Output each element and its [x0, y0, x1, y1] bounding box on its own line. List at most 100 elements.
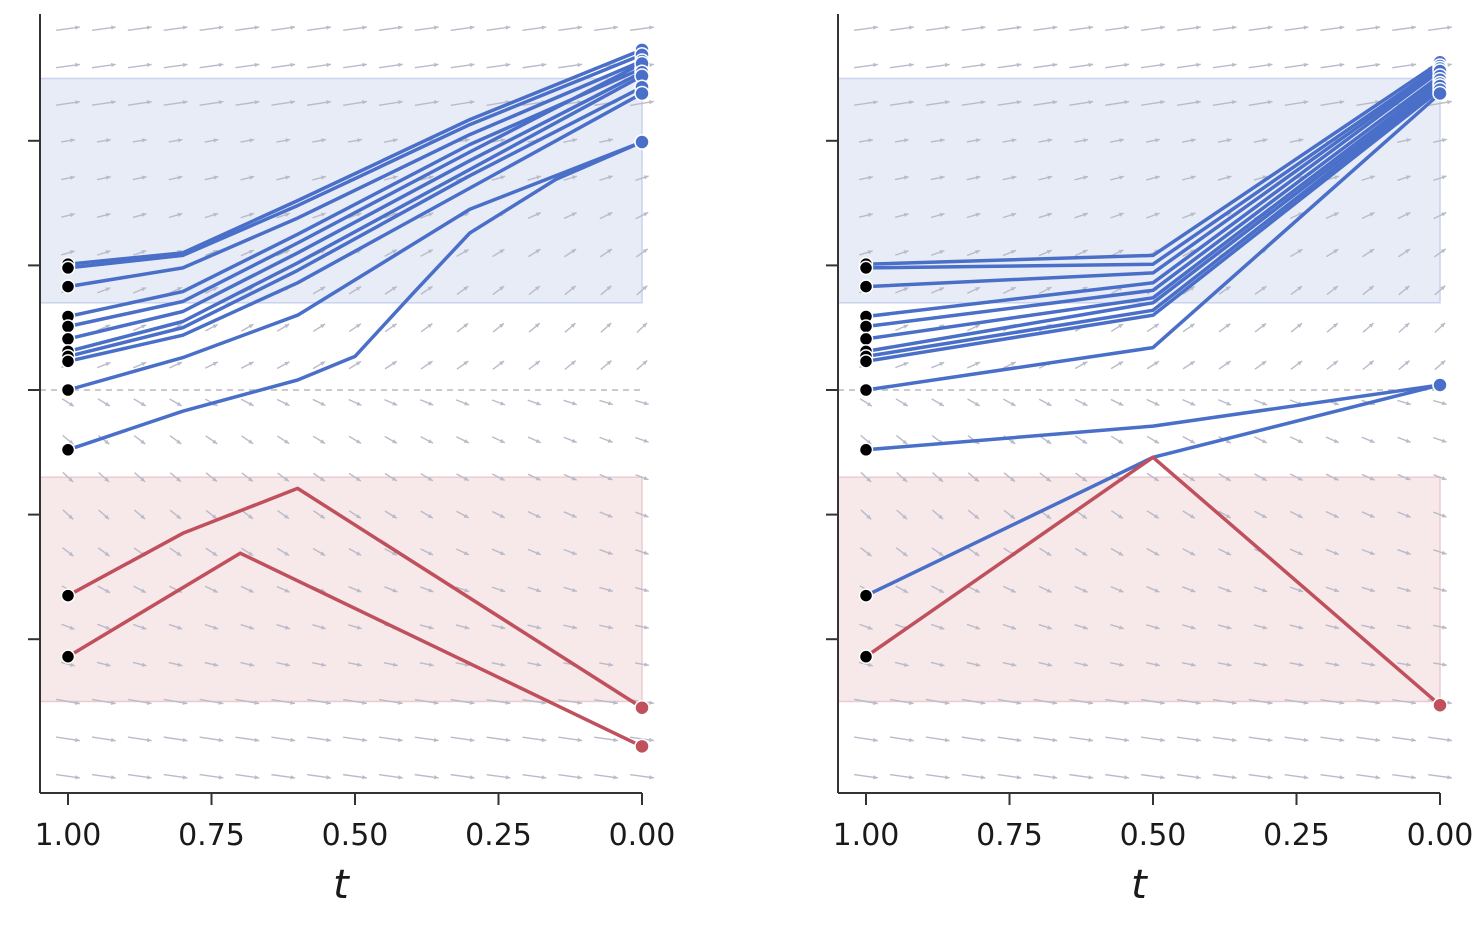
vector-arrow-head [1118, 551, 1124, 556]
vector-arrow-head [1442, 625, 1447, 630]
start-point [858, 260, 874, 276]
vector-arrow-head [218, 775, 224, 780]
vector-arrow-head [1083, 175, 1089, 180]
vector-arrow-head [642, 360, 648, 366]
vector-arrow-head [182, 775, 188, 780]
vector-arrow-head [392, 401, 398, 406]
vector-arrow-head [433, 737, 439, 743]
blue-trajectory [864, 383, 1442, 452]
vector-arrow-head [606, 322, 612, 328]
vector-arrow-head [284, 361, 290, 366]
vector-arrow-head [572, 587, 577, 593]
vector-arrow-head [1447, 700, 1452, 705]
vector-arrow-head [909, 25, 914, 30]
vector-arrow-head [1225, 439, 1231, 444]
x-axis-label: t [1131, 862, 1148, 908]
vector-arrow-head [571, 476, 577, 481]
vector-arrow-head [1298, 625, 1304, 630]
vector-arrow-head [392, 439, 397, 444]
vector-arrow-head [909, 62, 914, 68]
start-point [60, 588, 76, 603]
vector-arrow-head [463, 249, 469, 254]
vector-arrow-head [1339, 25, 1345, 30]
vector-arrow-head [320, 401, 326, 406]
vector-arrow-head [938, 477, 944, 482]
vector-arrow-head [290, 62, 296, 68]
vector-arrow-head [867, 212, 873, 218]
vector-arrow-head [284, 324, 290, 329]
vector-arrow-head [1333, 476, 1339, 481]
vector-arrow-head [1411, 25, 1417, 30]
x-tick-label: 0.00 [609, 818, 676, 853]
vector-arrow-head [642, 285, 648, 291]
vector-arrow-head [649, 62, 654, 68]
vector-arrow-head [1226, 551, 1232, 556]
vector-arrow-head [1370, 587, 1375, 593]
vector-arrow-head [397, 62, 403, 68]
vector-arrow-head [146, 737, 152, 743]
vector-arrow-head [505, 737, 511, 743]
vector-arrow-head [1118, 361, 1124, 366]
vector-arrow-head [1046, 588, 1052, 593]
vector-arrow-head [1404, 285, 1410, 291]
vector-arrow-head [398, 25, 403, 30]
vector-arrow-head [1231, 62, 1237, 68]
blue-trajectory [66, 74, 644, 354]
vector-arrow-head [499, 438, 505, 443]
vector-arrow-head [607, 175, 613, 180]
blue-trajectory [66, 70, 644, 341]
vector-arrow-head [577, 700, 583, 705]
vector-arrow-head [1016, 100, 1022, 105]
vector-arrow-head [867, 625, 873, 630]
vector-arrow-head [284, 551, 290, 556]
vector-arrow-head [1262, 625, 1268, 630]
blue-trajectory [864, 64, 1442, 270]
vector-arrow-head [105, 175, 111, 180]
vector-arrow-head [1010, 439, 1016, 444]
vector-arrow-head [1153, 361, 1159, 366]
vector-arrow-head [536, 175, 542, 180]
vector-arrow-head [1052, 700, 1058, 705]
vector-arrow-head [1016, 700, 1022, 705]
vector-arrow-head [1369, 550, 1375, 555]
vector-arrow-head [570, 285, 576, 291]
vector-arrow-head [1440, 322, 1446, 328]
blue-end-point [1432, 85, 1448, 102]
vector-arrow-head [1189, 476, 1195, 481]
vector-arrow-head [1297, 323, 1302, 328]
vector-arrow-head [974, 324, 980, 329]
vector-arrow-head [141, 362, 147, 367]
vector-arrow-head [433, 100, 439, 105]
vector-arrow-head [571, 249, 577, 254]
vector-arrow-head [1375, 700, 1381, 705]
vector-arrow-head [141, 324, 147, 329]
vector-arrow-head [428, 551, 434, 556]
vector-arrow-head [939, 362, 945, 367]
vector-arrow-head [1261, 361, 1267, 366]
vector-arrow-head [284, 588, 290, 593]
vector-arrow-head [642, 248, 648, 254]
vector-arrow-head [356, 401, 362, 406]
vector-arrow-head [1267, 700, 1273, 705]
blue-trajectory [66, 61, 644, 329]
vector-arrow-head [1189, 286, 1195, 291]
vector-arrow-head [643, 513, 649, 518]
vector-arrow-head [1369, 212, 1375, 217]
vector-arrow-head [613, 775, 619, 780]
vector-arrow-head [1082, 212, 1088, 217]
vector-arrow-head [643, 401, 649, 406]
vector-arrow-head [1297, 476, 1303, 481]
vector-arrow-head [290, 100, 296, 105]
vector-arrow-head [355, 323, 361, 329]
vector-arrow-head [570, 360, 576, 366]
vector-arrow-head [577, 62, 583, 68]
vector-arrow-head [1081, 476, 1087, 482]
vector-arrow-head [356, 551, 362, 556]
red-end-point [634, 738, 650, 755]
vector-arrow-head [254, 775, 260, 780]
vector-arrow-head [69, 625, 75, 630]
vector-arrow-head [68, 514, 74, 520]
vector-arrow-head [1231, 100, 1237, 105]
vector-arrow-head [362, 775, 367, 780]
vector-arrow-head [500, 662, 506, 667]
